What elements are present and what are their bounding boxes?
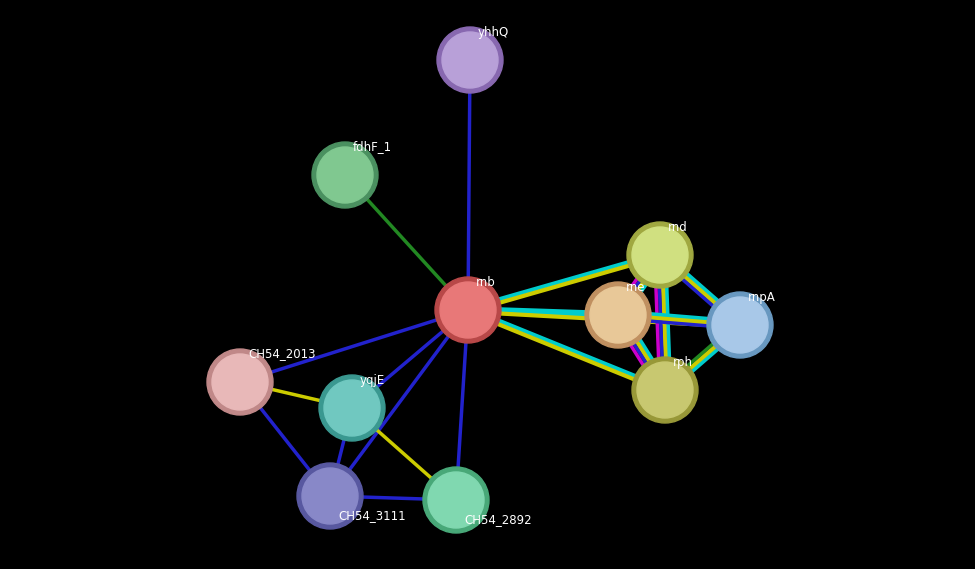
Text: yqjE: yqjE (360, 373, 385, 386)
Circle shape (319, 375, 385, 441)
Circle shape (428, 472, 484, 528)
Circle shape (632, 227, 688, 283)
Text: yhhQ: yhhQ (478, 26, 509, 39)
Circle shape (627, 222, 693, 288)
Text: rnb: rnb (476, 275, 495, 288)
Circle shape (435, 277, 501, 343)
Circle shape (212, 354, 268, 410)
Circle shape (442, 32, 498, 88)
Circle shape (590, 287, 646, 343)
Text: CH54_2013: CH54_2013 (248, 348, 316, 361)
Circle shape (440, 282, 496, 338)
Text: rnpA: rnpA (748, 291, 776, 303)
Circle shape (585, 282, 651, 348)
Circle shape (632, 357, 698, 423)
Circle shape (437, 27, 503, 93)
Text: fdhF_1: fdhF_1 (353, 141, 392, 154)
Circle shape (707, 292, 773, 358)
Text: CH54_3111: CH54_3111 (338, 509, 406, 522)
Circle shape (712, 297, 768, 353)
Text: rph: rph (673, 356, 693, 369)
Text: CH54_2892: CH54_2892 (464, 513, 531, 526)
Circle shape (312, 142, 378, 208)
Text: rnd: rnd (668, 221, 687, 233)
Circle shape (302, 468, 358, 524)
Circle shape (423, 467, 489, 533)
Circle shape (297, 463, 363, 529)
Circle shape (207, 349, 273, 415)
Circle shape (317, 147, 373, 203)
Text: rne: rne (626, 281, 645, 294)
Circle shape (637, 362, 693, 418)
Circle shape (324, 380, 380, 436)
